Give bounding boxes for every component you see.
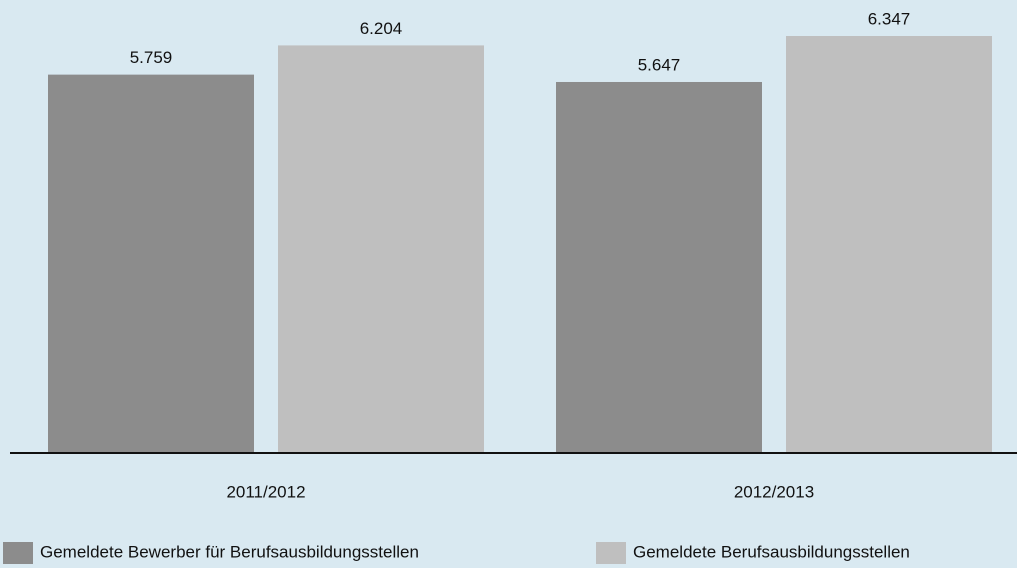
legend-swatch — [596, 542, 626, 564]
data-label: 6.347 — [868, 9, 911, 28]
x-tick-label: 2011/2012 — [226, 482, 305, 501]
data-label: 5.647 — [638, 55, 681, 74]
legend-label: Gemeldete Bewerber für Berufsausbildungs… — [40, 542, 419, 561]
bar — [48, 74, 254, 453]
legend-swatch — [3, 542, 33, 564]
data-label: 5.759 — [130, 48, 173, 67]
x-tick-label: 2012/2013 — [734, 482, 814, 501]
data-label: 6.204 — [360, 19, 403, 38]
legend-label: Gemeldete Berufsausbildungsstellen — [633, 542, 910, 561]
bar — [556, 81, 762, 453]
bar — [786, 36, 992, 453]
bar — [278, 45, 484, 454]
